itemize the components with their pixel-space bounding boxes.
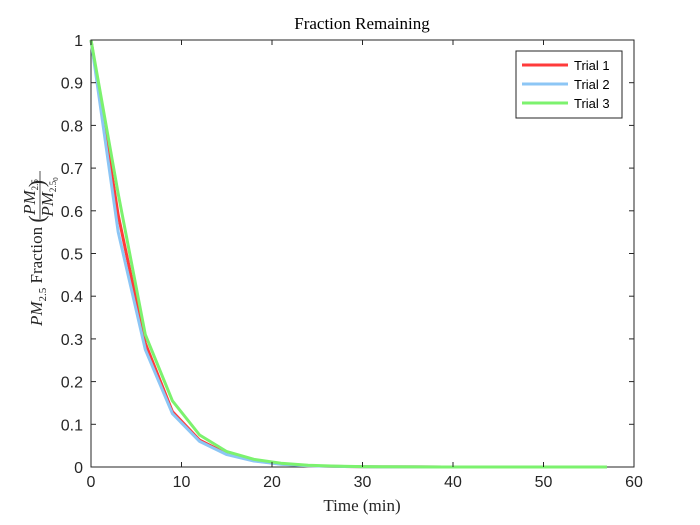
y-tick-label: 0.5 bbox=[61, 247, 83, 264]
ylabel-den-subsub: 0 bbox=[52, 177, 60, 181]
chart-title: Fraction Remaining bbox=[294, 14, 430, 33]
x-tick-label: 30 bbox=[354, 474, 372, 491]
ticks-layer: 0 10 20 30 40 50 60 0 0.1 0.2 0.3 0.4 0.5 0.6 0.7 0.8 0.… bbox=[61, 33, 643, 491]
svg-text:PM2.5 Fraction (): PM2.5 Fraction () bbox=[24, 180, 49, 327]
legend-label-trial-3: Trial 3 bbox=[574, 96, 610, 111]
series-line-trial-3 bbox=[89, 39, 607, 469]
legend-label-trial-1: Trial 1 bbox=[574, 58, 610, 73]
y-tick-label: 0.1 bbox=[61, 417, 83, 434]
x-tick-label: 60 bbox=[625, 474, 643, 491]
svg-text:PM2.50: PM2.50 bbox=[38, 177, 60, 218]
series-layer bbox=[89, 39, 607, 469]
y-tick-label: 1 bbox=[74, 33, 83, 50]
ylabel-den-sub: 2.5 bbox=[48, 180, 58, 192]
ylabel-prefix: PM bbox=[27, 301, 46, 327]
y-tick-label: 0.4 bbox=[61, 289, 83, 306]
x-axis-label: Time (min) bbox=[323, 496, 400, 515]
ylabel-prefix-sub: 2.5 bbox=[37, 287, 49, 301]
y-tick-label: 0.7 bbox=[61, 161, 83, 178]
x-tick-label: 10 bbox=[173, 474, 191, 491]
ylabel-word: Fraction bbox=[27, 223, 46, 288]
x-tick-label: 20 bbox=[263, 474, 281, 491]
y-tick-label: 0.3 bbox=[61, 332, 83, 349]
y-tick-label: 0.6 bbox=[61, 204, 83, 221]
y-axis-label: PM2.5 Fraction () PM2.5 PM2.50 bbox=[20, 171, 60, 327]
ylabel-den: PM bbox=[38, 191, 57, 217]
ylabel-num-sub: 2.5 bbox=[30, 179, 40, 191]
x-tick-label: 0 bbox=[87, 474, 96, 491]
x-tick-label: 40 bbox=[444, 474, 462, 491]
legend-label-trial-2: Trial 2 bbox=[574, 77, 610, 92]
ylabel-num: PM bbox=[20, 190, 39, 216]
svg-text:PM2.5: PM2.5 bbox=[20, 179, 40, 216]
y-tick-label: 0.9 bbox=[61, 76, 83, 93]
y-tick-label: 0.2 bbox=[61, 375, 83, 392]
y-tick-label: 0.8 bbox=[61, 118, 83, 135]
y-tick-label: 0 bbox=[74, 460, 83, 477]
legend: Trial 1 Trial 2 Trial 3 bbox=[515, 50, 623, 119]
x-tick-label: 50 bbox=[535, 474, 553, 491]
